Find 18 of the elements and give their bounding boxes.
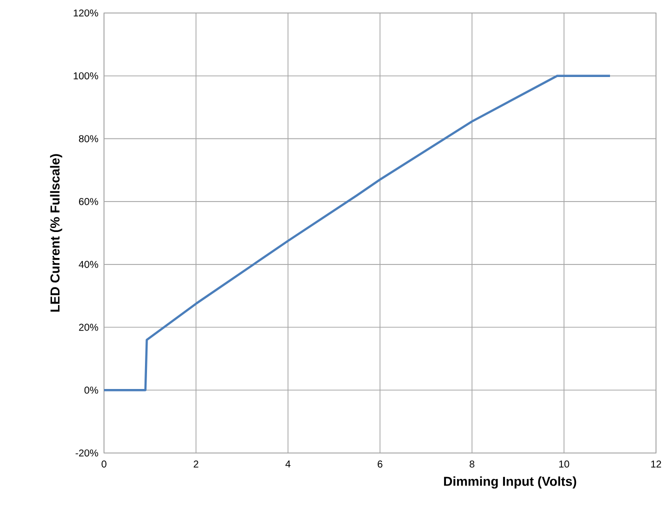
- x-tick-label: 10: [559, 460, 570, 468]
- line-series: [104, 74, 612, 392]
- y-tick-label: 80%: [78, 135, 98, 142]
- x-tick-label: 2: [194, 460, 198, 468]
- y-tick-label: 100%: [74, 72, 98, 80]
- y-tick-label: -20%: [76, 449, 98, 457]
- x-axis-title: Dimming Input (Volts): [444, 476, 576, 489]
- x-tick-label: 6: [378, 460, 382, 468]
- x-tick-label: 12: [651, 460, 662, 468]
- y-tick-label: 60%: [79, 198, 98, 206]
- x-tick-label: 0: [102, 460, 106, 468]
- y-tick-label: 40%: [78, 260, 98, 268]
- x-tick-label: 4: [285, 460, 290, 468]
- y-axis-title: LED Current (% Fullscale): [50, 154, 62, 312]
- y-tick-label: 120%: [74, 9, 98, 17]
- x-tick-label: 8: [470, 460, 474, 468]
- y-tick-label: 20%: [79, 324, 98, 331]
- y-tick-label: 0%: [84, 386, 98, 394]
